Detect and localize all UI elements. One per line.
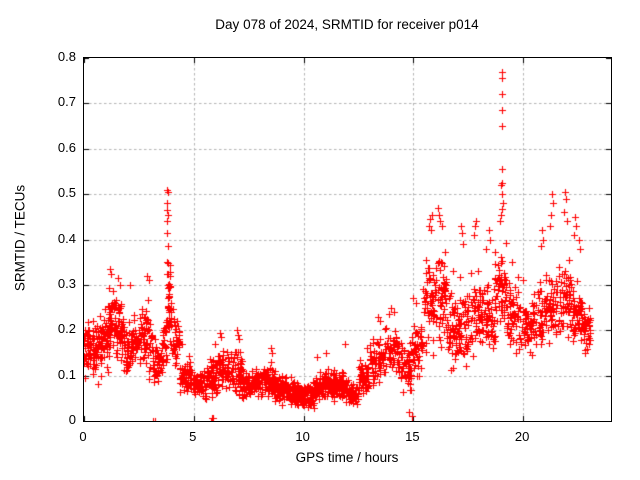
chart-title: Day 078 of 2024, SRMTID for receiver p01… bbox=[215, 17, 479, 32]
x-tick-label: 5 bbox=[189, 429, 197, 444]
y-tick-label: 0.1 bbox=[57, 366, 76, 382]
y-tick-label: 0.5 bbox=[57, 185, 76, 201]
y-tick-label: 0.4 bbox=[57, 230, 76, 246]
y-tick-label: 0.2 bbox=[57, 321, 76, 337]
y-tick-label: 0.3 bbox=[57, 275, 76, 291]
scatter-plot-canvas bbox=[84, 58, 611, 421]
x-tick-label: 10 bbox=[295, 429, 310, 444]
y-tick-label: 0 bbox=[68, 412, 76, 427]
y-tick-label: 0.6 bbox=[57, 139, 76, 155]
plot-area bbox=[83, 57, 612, 422]
x-tick-label: 20 bbox=[514, 429, 530, 444]
x-axis-title: GPS time / hours bbox=[295, 450, 399, 465]
x-tick-label: 15 bbox=[405, 429, 420, 444]
y-axis-title: SRMTID / TECUs bbox=[12, 184, 28, 292]
y-tick-label: 0.8 bbox=[57, 49, 76, 64]
y-tick-label: 0.7 bbox=[57, 94, 76, 110]
x-tick-label: 0 bbox=[79, 429, 87, 444]
